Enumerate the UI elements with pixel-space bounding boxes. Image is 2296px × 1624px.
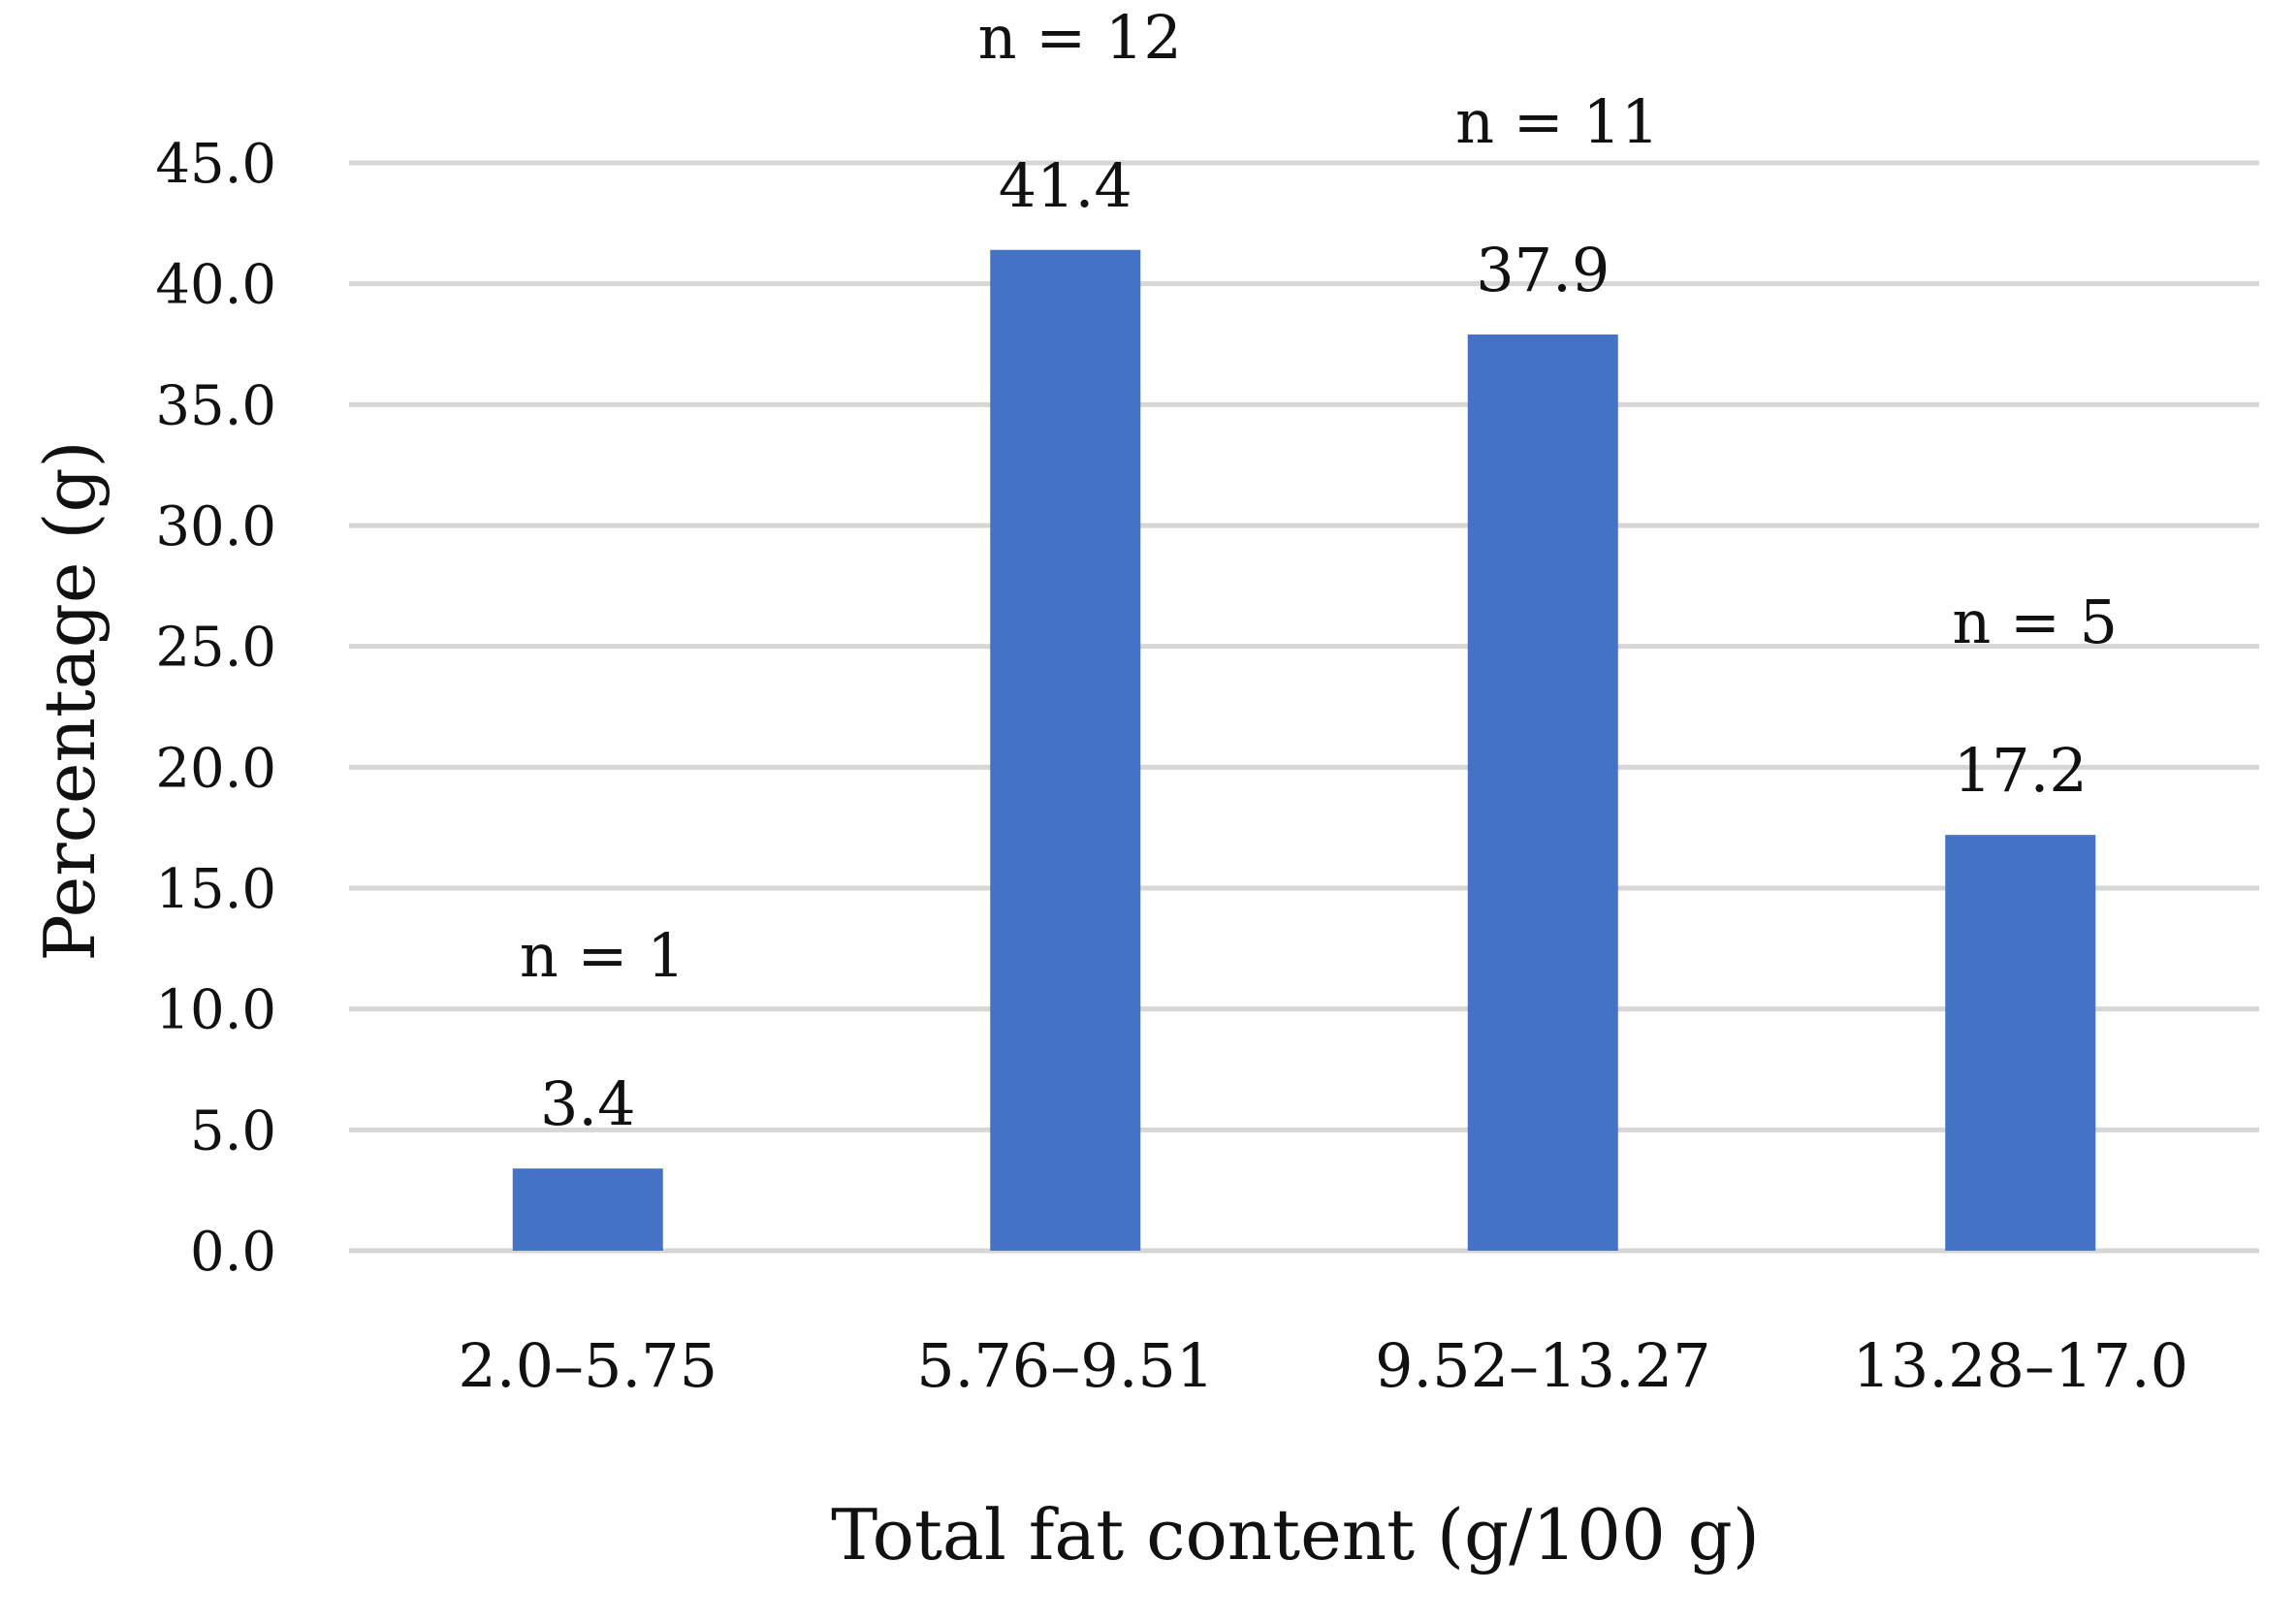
y-tick-label: 10.0 [155, 979, 276, 1042]
sample-size-annotation: n = 11 [1455, 86, 1659, 157]
y-tick-label: 45.0 [155, 133, 276, 196]
y-axis-title: Percentage (g) [29, 440, 111, 961]
sample-size-annotation: n = 12 [978, 2, 1182, 73]
annotations: n = 1 n = 12 n = 11 n = 5 [520, 2, 2118, 991]
x-category-label: 9.52–13.27 [1375, 1330, 1711, 1401]
x-axis-title: Total fat content (g/100 g) [831, 1494, 1760, 1576]
sample-size-annotation: n = 1 [520, 920, 686, 991]
y-tick-label: 20.0 [155, 737, 276, 800]
y-tick-label: 5.0 [190, 1099, 276, 1162]
bar [990, 249, 1141, 1251]
sample-size-annotation: n = 5 [1952, 587, 2118, 657]
bars [512, 249, 2096, 1251]
y-tick-label: 40.0 [155, 254, 276, 317]
y-tick-label: 0.0 [190, 1221, 276, 1284]
bar [1467, 334, 1618, 1251]
bar [512, 1168, 663, 1251]
y-tick-label: 25.0 [155, 617, 276, 680]
data-labels: 3.4 41.4 37.9 17.2 [540, 150, 2088, 1139]
data-label: 3.4 [540, 1068, 636, 1139]
y-tick-label: 35.0 [155, 374, 276, 437]
data-label: 17.2 [1954, 735, 2088, 806]
x-category-label: 5.76–9.51 [916, 1330, 1214, 1401]
x-category-label: 13.28–17.0 [1852, 1330, 2188, 1401]
y-axis-ticks: 0.0 5.0 10.0 15.0 20.0 25.0 30.0 35.0 40.0 45.0 [155, 133, 276, 1284]
data-label: 37.9 [1476, 235, 1610, 305]
x-category-label: 2.0–5.75 [458, 1330, 718, 1401]
y-tick-label: 15.0 [155, 858, 276, 921]
data-label: 41.4 [999, 150, 1132, 221]
x-axis-categories: 2.0–5.75 5.76–9.51 9.52–13.27 13.28–17.0 [458, 1330, 2188, 1401]
y-tick-label: 30.0 [155, 495, 276, 558]
bar [1945, 835, 2096, 1251]
gridlines [349, 160, 2259, 1254]
